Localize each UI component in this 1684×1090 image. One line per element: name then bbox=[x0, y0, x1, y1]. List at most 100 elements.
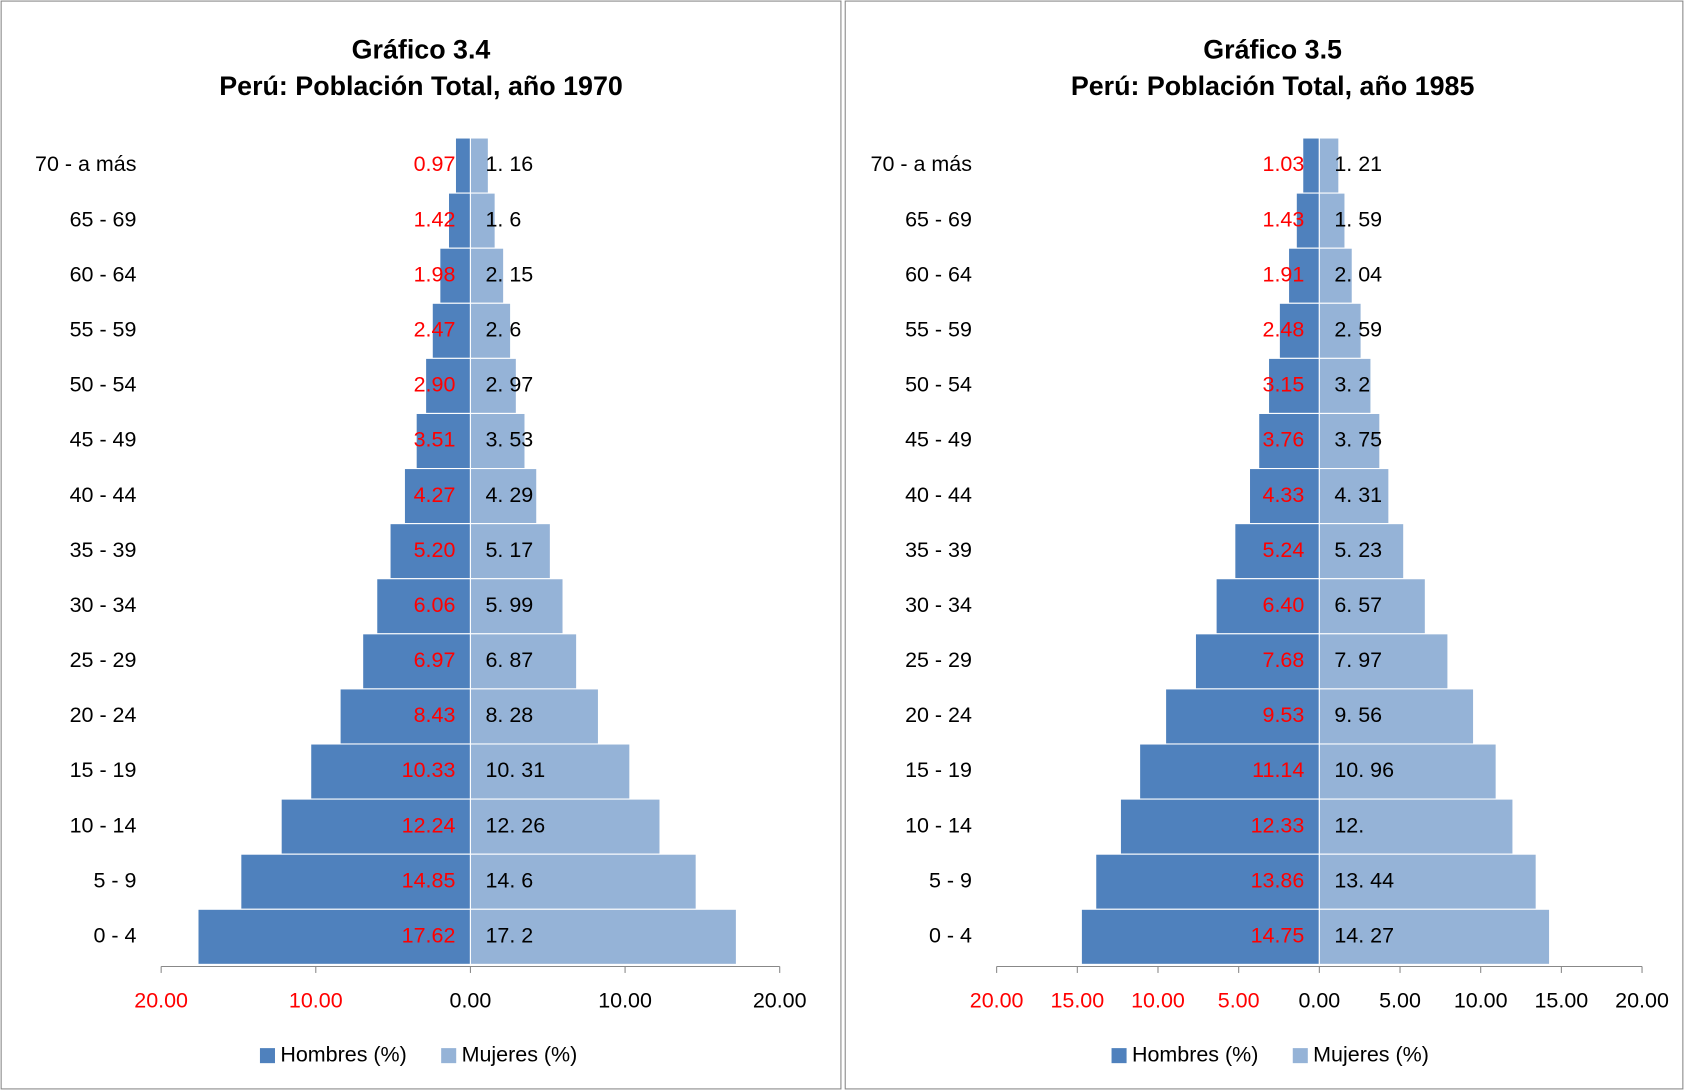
value-label: 12. 26 bbox=[485, 813, 545, 837]
bar bbox=[469, 247, 505, 304]
y-tick-label: 0 - 4 bbox=[929, 923, 972, 947]
bar bbox=[1287, 247, 1320, 304]
y-tick-label: 55 - 59 bbox=[70, 317, 137, 341]
value-label: 14. 27 bbox=[1334, 923, 1394, 947]
value-label: 1.91 bbox=[1263, 262, 1305, 286]
bar bbox=[280, 798, 471, 855]
y-tick-label: 20 - 24 bbox=[70, 703, 137, 727]
bar bbox=[431, 302, 471, 359]
y-tick-label: 30 - 34 bbox=[70, 593, 137, 617]
value-label: 6. 57 bbox=[1334, 593, 1382, 617]
value-label: 14. 6 bbox=[485, 868, 533, 892]
y-tick-label: 25 - 29 bbox=[905, 648, 972, 672]
value-label: 10.33 bbox=[402, 758, 456, 782]
bar bbox=[469, 523, 551, 580]
bar bbox=[1215, 578, 1320, 635]
x-tick-label: 10.00 bbox=[1131, 989, 1185, 1013]
y-tick-label: 50 - 54 bbox=[905, 373, 972, 397]
value-label: 3. 75 bbox=[1334, 428, 1382, 452]
bar bbox=[1165, 688, 1320, 745]
value-label: 2. 97 bbox=[485, 373, 533, 397]
y-tick-label: 45 - 49 bbox=[905, 428, 972, 452]
bar bbox=[1248, 468, 1320, 525]
y-tick-label: 15 - 19 bbox=[905, 758, 972, 782]
legend-swatch bbox=[441, 1048, 457, 1064]
chart-title: Gráfico 3.5 bbox=[1203, 35, 1342, 65]
bar bbox=[240, 853, 471, 910]
chart-title: Gráfico 3.4 bbox=[352, 35, 491, 65]
value-label: 3.76 bbox=[1263, 428, 1305, 452]
bar bbox=[1318, 908, 1551, 965]
value-label: 2. 15 bbox=[485, 262, 533, 286]
value-label: 12. bbox=[1334, 813, 1364, 837]
bar bbox=[1234, 523, 1320, 580]
bar bbox=[469, 688, 600, 745]
y-tick-label: 15 - 19 bbox=[70, 758, 137, 782]
value-label: 12.33 bbox=[1251, 813, 1305, 837]
value-label: 1.98 bbox=[414, 262, 456, 286]
x-tick-label: 15.00 bbox=[1535, 989, 1589, 1013]
x-tick-label: 20.00 bbox=[134, 989, 188, 1013]
value-label: 13. 44 bbox=[1334, 868, 1394, 892]
bar bbox=[469, 192, 496, 249]
value-label: 3.15 bbox=[1263, 373, 1305, 397]
bar bbox=[1318, 523, 1405, 580]
x-tick-label: 5.00 bbox=[1218, 989, 1260, 1013]
y-tick-label: 10 - 14 bbox=[905, 813, 972, 837]
y-tick-label: 70 - a más bbox=[35, 152, 136, 176]
value-label: 5. 23 bbox=[1334, 538, 1382, 562]
y-tick-label: 60 - 64 bbox=[905, 262, 972, 286]
bar bbox=[469, 412, 526, 470]
y-tick-label: 5 - 9 bbox=[93, 868, 136, 892]
legend-label: Hombres (%) bbox=[280, 1042, 406, 1066]
value-label: 17. 2 bbox=[485, 923, 533, 947]
bar bbox=[1119, 798, 1320, 855]
value-label: 1. 6 bbox=[485, 207, 521, 231]
y-tick-label: 40 - 44 bbox=[905, 483, 972, 507]
value-label: 17.62 bbox=[402, 923, 456, 947]
value-label: 13.86 bbox=[1251, 868, 1305, 892]
x-tick-label: 10.00 bbox=[598, 989, 652, 1013]
value-label: 1.43 bbox=[1263, 207, 1305, 231]
value-label: 6.40 bbox=[1263, 593, 1305, 617]
bar bbox=[1318, 853, 1537, 910]
y-tick-label: 25 - 29 bbox=[70, 648, 137, 672]
bar bbox=[469, 853, 697, 910]
value-label: 2. 6 bbox=[485, 317, 521, 341]
chart-subtitle: Perú: Población Total, año 1985 bbox=[1071, 71, 1475, 101]
x-tick-label: 0.00 bbox=[1298, 989, 1340, 1013]
x-tick-label: 0.00 bbox=[450, 989, 492, 1013]
bar bbox=[469, 633, 578, 690]
bar bbox=[1302, 137, 1320, 194]
bar bbox=[197, 908, 471, 965]
x-tick-label: 20.00 bbox=[1615, 989, 1669, 1013]
bar bbox=[454, 137, 471, 194]
chart-subtitle: Perú: Población Total, año 1970 bbox=[219, 71, 623, 101]
y-tick-label: 65 - 69 bbox=[905, 207, 972, 231]
value-label: 9. 56 bbox=[1334, 703, 1382, 727]
bar bbox=[403, 468, 471, 525]
value-label: 10. 31 bbox=[485, 758, 545, 782]
bar bbox=[1139, 743, 1320, 800]
value-label: 4.27 bbox=[414, 483, 456, 507]
legend-label: Hombres (%) bbox=[1132, 1042, 1258, 1066]
bar bbox=[1318, 412, 1381, 470]
y-tick-label: 40 - 44 bbox=[70, 483, 137, 507]
value-label: 12.24 bbox=[402, 813, 456, 837]
bar bbox=[1318, 357, 1372, 414]
value-label: 1. 21 bbox=[1334, 152, 1382, 176]
y-tick-label: 55 - 59 bbox=[905, 317, 972, 341]
value-label: 4. 29 bbox=[485, 483, 533, 507]
value-label: 8.43 bbox=[414, 703, 456, 727]
y-tick-label: 0 - 4 bbox=[93, 923, 136, 947]
x-tick-label: 5.00 bbox=[1379, 989, 1421, 1013]
y-tick-label: 65 - 69 bbox=[70, 207, 137, 231]
bar bbox=[1318, 633, 1449, 690]
bar bbox=[469, 743, 631, 800]
value-label: 5.20 bbox=[414, 538, 456, 562]
value-label: 0.97 bbox=[414, 152, 456, 176]
value-label: 7.68 bbox=[1263, 648, 1305, 672]
y-tick-label: 50 - 54 bbox=[70, 373, 137, 397]
